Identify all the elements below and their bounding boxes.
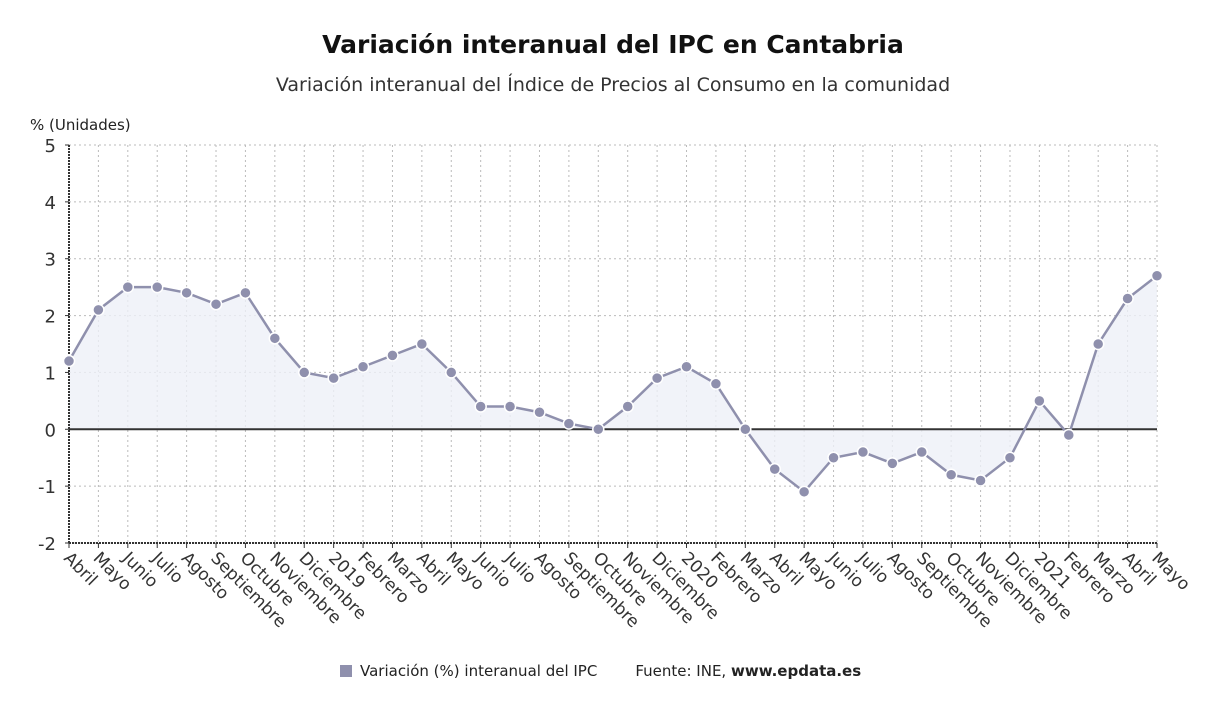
y-tick-label: 4 — [45, 193, 56, 214]
legend: Variación (%) interanual del IPC Fuente:… — [340, 662, 861, 680]
data-point — [503, 400, 517, 413]
data-point — [621, 400, 634, 413]
data-point — [474, 400, 487, 413]
source-site: www.epdata.es — [730, 662, 862, 680]
data-point — [650, 371, 664, 385]
data-point — [327, 371, 340, 385]
data-point — [92, 303, 105, 317]
data-point — [415, 337, 429, 351]
area-fill — [69, 275, 1157, 492]
data-point — [268, 332, 282, 345]
y-tick-label: 1 — [45, 363, 56, 384]
data-point — [180, 286, 193, 300]
data-point — [1033, 394, 1046, 408]
y-tick-label: 3 — [45, 250, 56, 271]
data-point — [209, 297, 223, 311]
data-point — [827, 451, 840, 464]
data-point — [680, 360, 693, 373]
data-point — [62, 354, 76, 368]
data-point — [768, 462, 781, 476]
data-point — [150, 280, 164, 294]
data-point — [1121, 292, 1134, 305]
data-point — [356, 360, 370, 373]
data-point — [915, 445, 929, 459]
data-point — [533, 405, 546, 419]
source: Fuente: INE, www.epdata.es — [635, 662, 861, 680]
data-point — [856, 445, 870, 459]
data-point — [886, 457, 899, 470]
source-prefix: Fuente: INE, — [635, 662, 727, 680]
y-tick-label: 5 — [45, 136, 56, 157]
data-point — [1062, 428, 1076, 442]
data-point — [739, 423, 752, 436]
x-tick-label: Abril — [59, 548, 101, 590]
data-point — [445, 366, 458, 379]
data-point — [592, 423, 605, 436]
y-tick-label: -2 — [38, 534, 56, 555]
data-point — [709, 377, 723, 391]
data-point — [386, 349, 399, 362]
y-axis-label: % (Unidades) — [30, 116, 131, 134]
chart-subtitle: Variación interanual del Índice de Preci… — [275, 74, 951, 96]
data-point — [974, 474, 987, 487]
data-point — [239, 286, 252, 300]
chart-title: Variación interanual del IPC en Cantabri… — [322, 30, 904, 59]
y-tick-label: -1 — [38, 477, 56, 498]
data-point — [1150, 269, 1164, 283]
data-point — [797, 485, 811, 499]
data-point — [562, 417, 576, 430]
data-point — [944, 468, 958, 482]
data-point — [297, 366, 311, 379]
legend-label: Variación (%) interanual del IPC — [360, 662, 598, 680]
data-point — [1091, 337, 1105, 351]
data-point — [121, 280, 135, 294]
y-tick-label: 0 — [45, 420, 56, 441]
y-tick-label: 2 — [45, 307, 56, 328]
data-point — [1003, 451, 1017, 464]
legend-swatch — [340, 665, 352, 677]
